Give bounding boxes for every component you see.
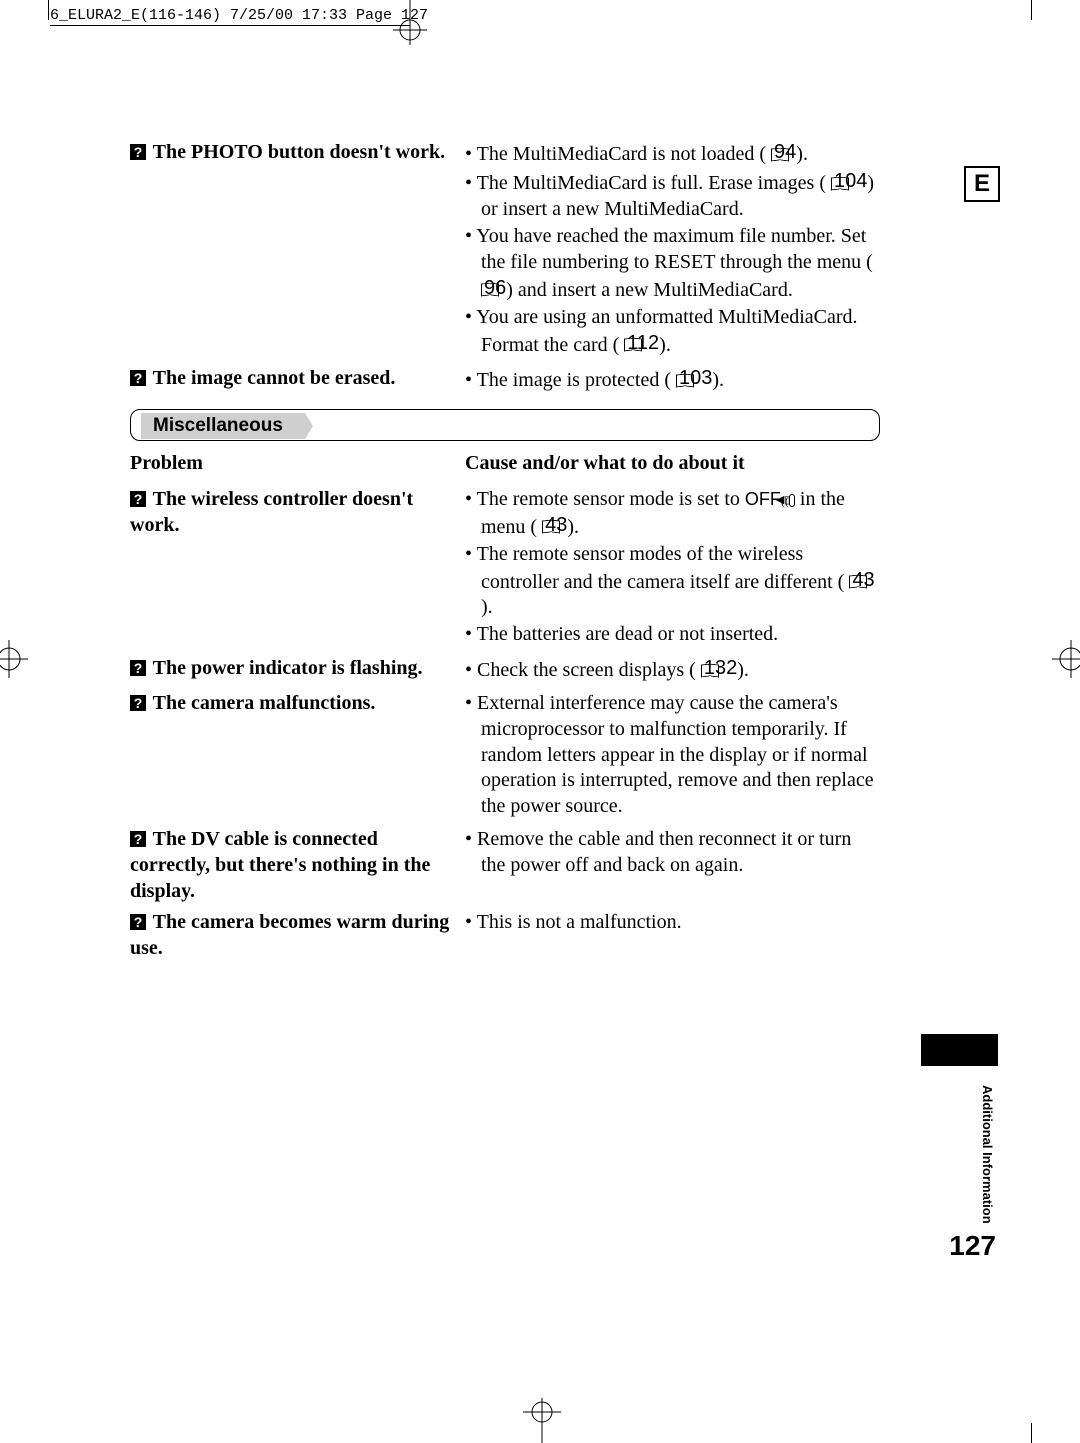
question-icon: ? — [130, 660, 146, 676]
crop-tick-br — [1031, 1423, 1032, 1443]
troubleshoot-row: ? The PHOTO button doesn't work.The Mult… — [130, 140, 880, 360]
problem-cell: ? The wireless controller doesn't work. — [130, 487, 465, 538]
troubleshoot-row: ? The DV cable is connected correctly, b… — [130, 827, 880, 904]
crop-tick-tr — [1031, 0, 1032, 20]
cause-item: External interference may cause the came… — [465, 691, 880, 819]
cause-list: External interference may cause the came… — [465, 691, 880, 819]
cause-item: The image is protected ( 103). — [465, 366, 880, 393]
question-icon: ? — [130, 370, 146, 386]
question-icon: ? — [130, 144, 146, 160]
column-headers: Problem Cause and/or what to do about it — [130, 451, 880, 481]
cause-cell: Remove the cable and then reconnect it o… — [465, 827, 880, 880]
reg-mark-right — [1052, 640, 1080, 678]
cause-item: Check the screen displays ( 132). — [465, 656, 880, 683]
cause-item: The remote sensor modes of the wireless … — [465, 542, 880, 621]
cause-item: You are using an unformatted MultiMediaC… — [465, 305, 880, 358]
cause-item: The remote sensor mode is set to OFF((◀▯… — [465, 487, 880, 540]
cause-item: The MultiMediaCard is full. Erase images… — [465, 169, 880, 222]
reg-mark-bottom — [523, 1398, 561, 1443]
troubleshoot-row: ? The image cannot be erased.The image i… — [130, 366, 880, 395]
problem-cell: ? The camera malfunctions. — [130, 691, 465, 717]
question-icon: ? — [130, 831, 146, 847]
section-heading-box: Miscellaneous — [130, 409, 880, 441]
section-heading-misc: Miscellaneous — [141, 413, 305, 439]
troubleshoot-row: ? The camera becomes warm during use.Thi… — [130, 910, 880, 961]
problem-cell: ? The power indicator is flashing. — [130, 656, 465, 682]
question-icon: ? — [130, 914, 146, 930]
cause-cell: The remote sensor mode is set to OFF((◀▯… — [465, 487, 880, 650]
page-content: ? The PHOTO button doesn't work.The Mult… — [130, 140, 880, 967]
print-header: 6_ELURA2_E(116-146) 7/25/00 17:33 Page 1… — [50, 7, 428, 24]
problem-cell: ? The DV cable is connected correctly, b… — [130, 827, 465, 904]
troubleshoot-row: ? The camera malfunctions.External inter… — [130, 691, 880, 821]
problem-cell: ? The image cannot be erased. — [130, 366, 465, 392]
col-header-problem: Problem — [130, 451, 465, 481]
cause-item: The MultiMediaCard is not loaded ( 94). — [465, 140, 880, 167]
troubleshoot-row: ? The power indicator is flashing.Check … — [130, 656, 880, 685]
cause-list: Check the screen displays ( 132). — [465, 656, 880, 683]
cause-cell: External interference may cause the came… — [465, 691, 880, 821]
cause-item: The batteries are dead or not inserted. — [465, 622, 880, 648]
cause-item: Remove the cable and then reconnect it o… — [465, 827, 880, 878]
troubleshoot-row: ? The wireless controller doesn't work.T… — [130, 487, 880, 650]
cause-list: The image is protected ( 103). — [465, 366, 880, 393]
cause-cell: The image is protected ( 103). — [465, 366, 880, 395]
reg-mark-left — [0, 640, 28, 678]
problem-cell: ? The PHOTO button doesn't work. — [130, 140, 465, 166]
cause-cell: The MultiMediaCard is not loaded ( 94).T… — [465, 140, 880, 360]
cause-list: The remote sensor mode is set to OFF((◀▯… — [465, 487, 880, 648]
cause-list: The MultiMediaCard is not loaded ( 94).T… — [465, 140, 880, 358]
cause-item: This is not a malfunction. — [465, 910, 880, 936]
side-section-label: Additional Information — [979, 1085, 995, 1224]
question-icon: ? — [130, 491, 146, 507]
cause-item: You have reached the maximum file number… — [465, 224, 880, 303]
crop-tick-tl — [48, 0, 49, 20]
cause-cell: Check the screen displays ( 132). — [465, 656, 880, 685]
problem-cell: ? The camera becomes warm during use. — [130, 910, 465, 961]
question-icon: ? — [130, 695, 146, 711]
col-header-cause: Cause and/or what to do about it — [465, 451, 880, 481]
cause-list: This is not a malfunction. — [465, 910, 880, 936]
cause-list: Remove the cable and then reconnect it o… — [465, 827, 880, 878]
reg-mark-top — [393, 0, 427, 45]
page-number: 127 — [949, 1230, 996, 1262]
side-tab-black — [921, 1034, 998, 1066]
cause-cell: This is not a malfunction. — [465, 910, 880, 938]
language-badge-e: E — [964, 166, 1000, 202]
print-header-underline — [50, 25, 410, 26]
